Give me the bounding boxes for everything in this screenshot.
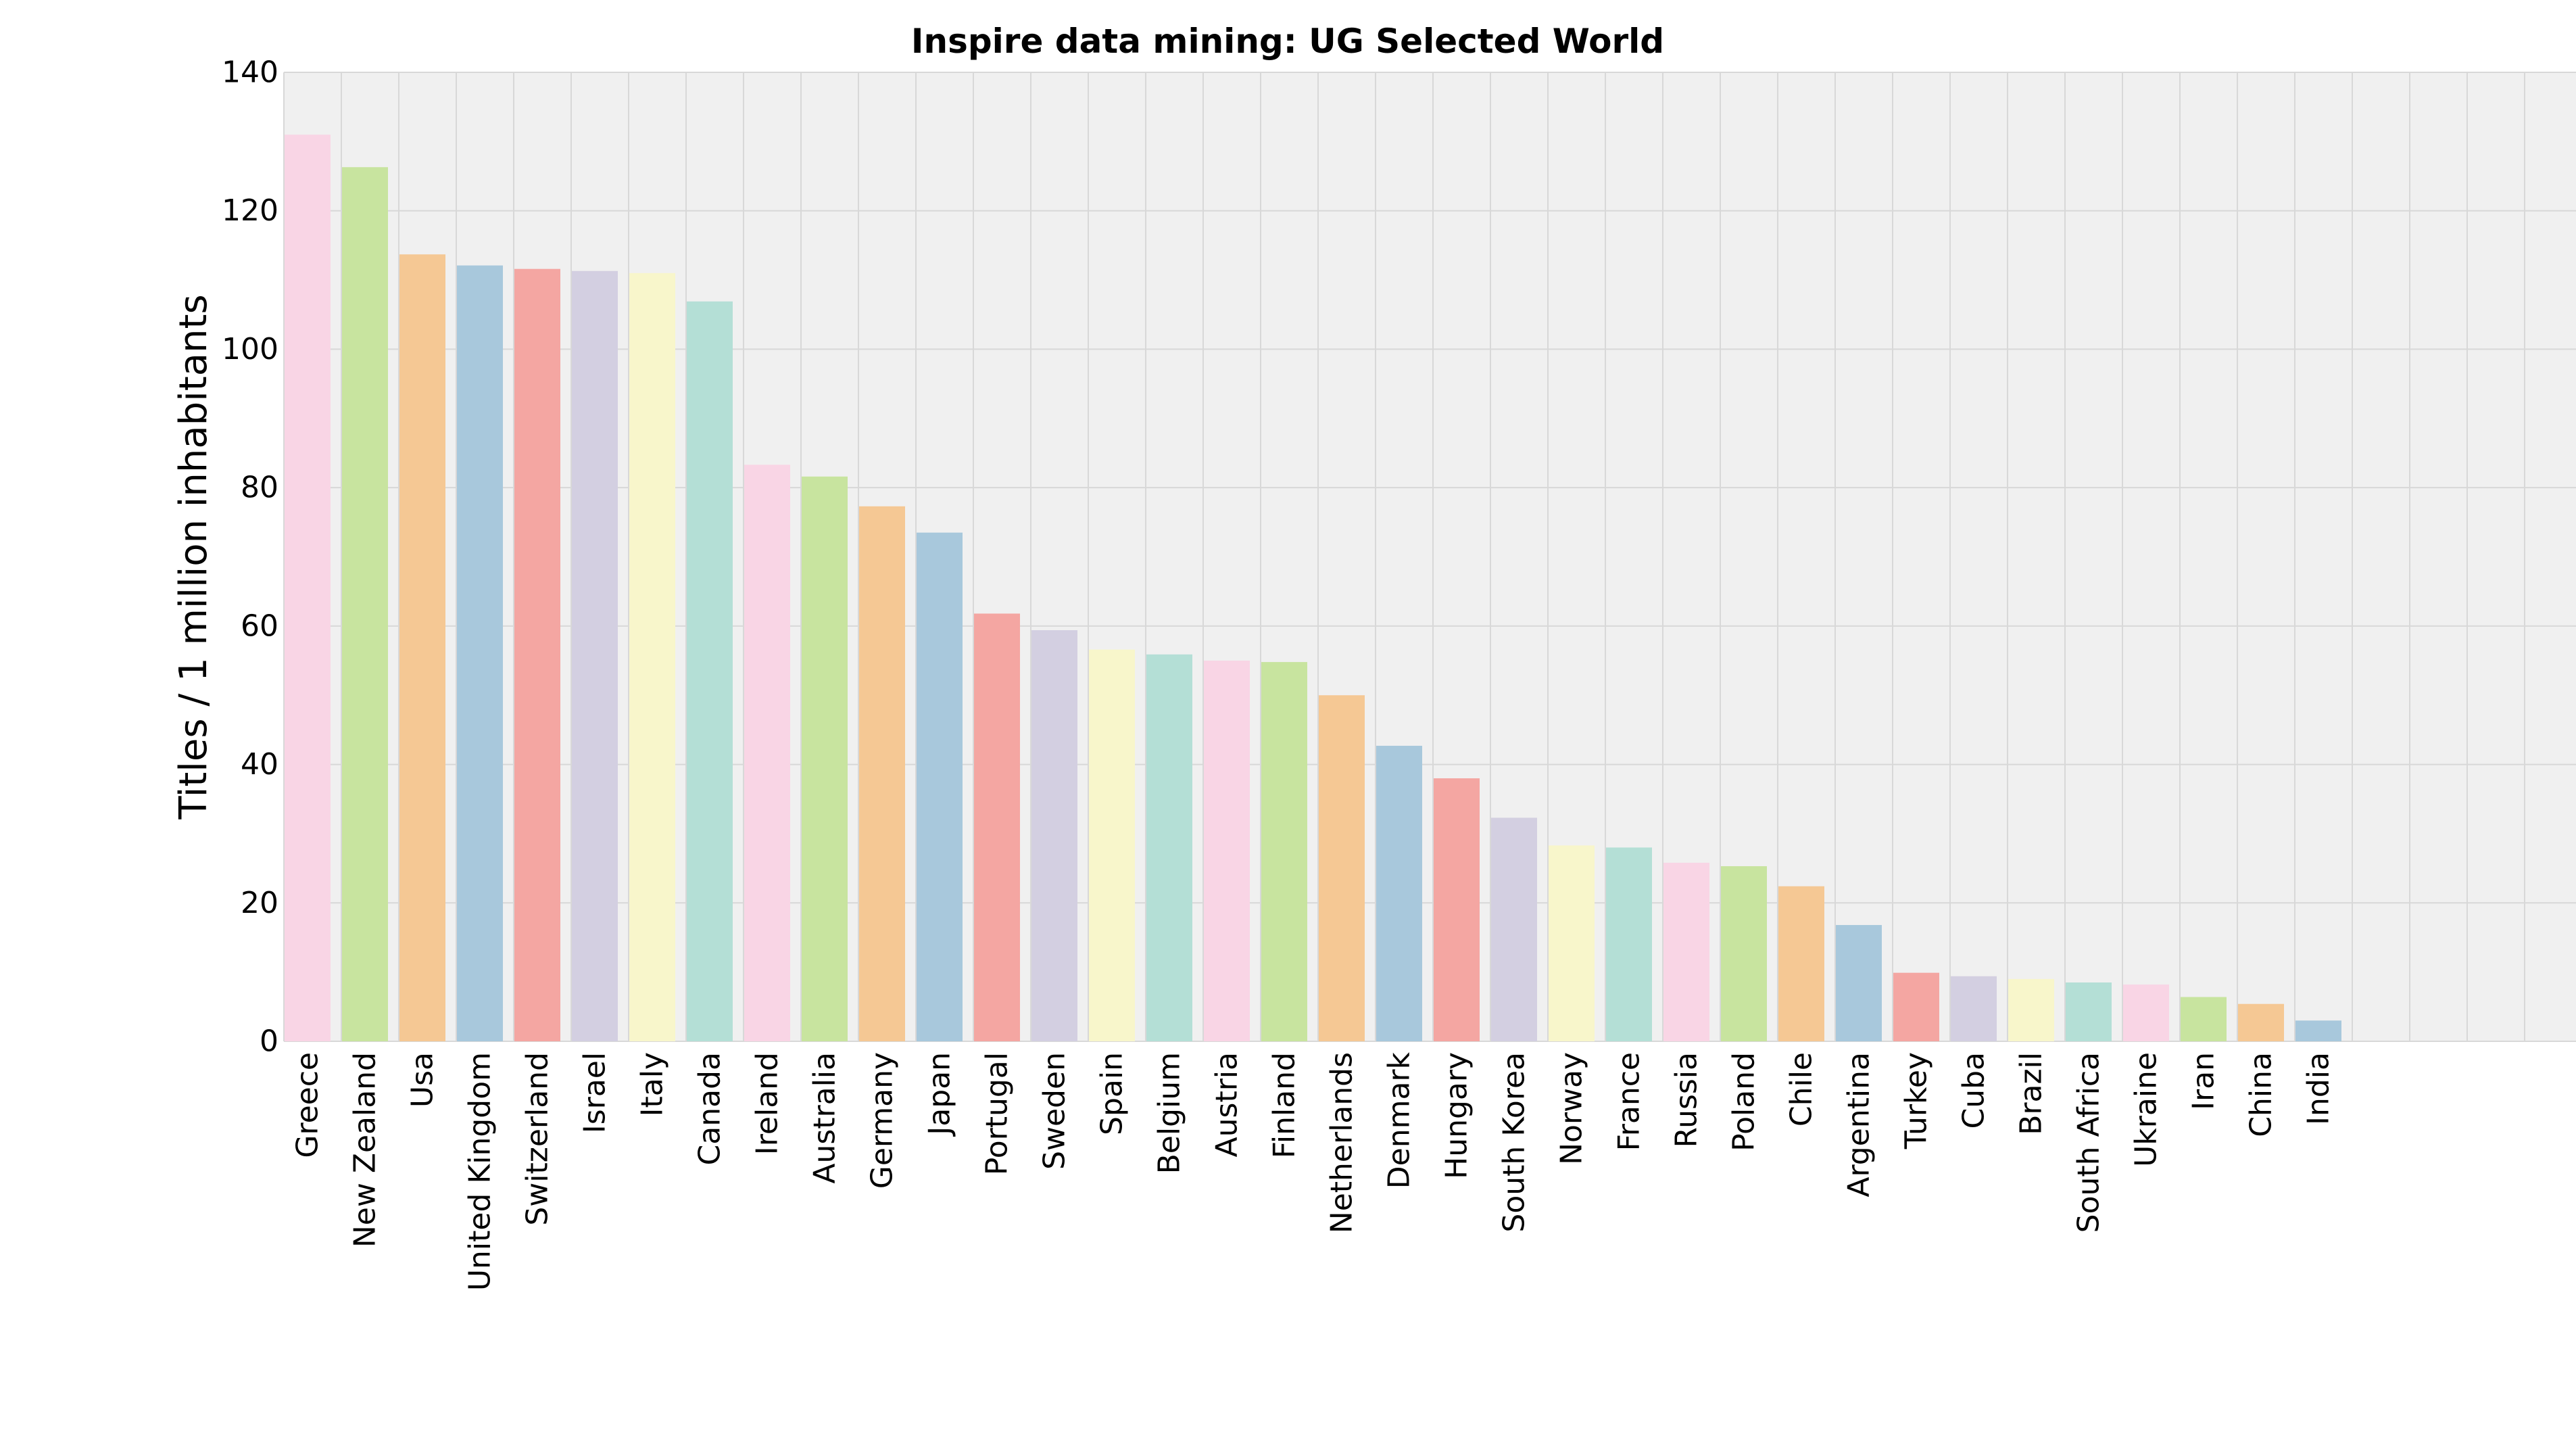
bar-ireland [744,465,790,1041]
y-tick-label: 60 [241,609,278,643]
x-tick-label: Austria [1210,1052,1244,1157]
bar-belgium [1146,654,1192,1041]
bars [285,135,2341,1042]
bar-ukraine [2123,985,2169,1041]
x-tick-label: Portugal [980,1052,1015,1175]
x-tick-labels: Greece New Zealand Usa United Kingdom Switze… [291,1051,2336,1291]
bar-australia [802,476,848,1041]
x-tick-label: South Korea [1497,1052,1532,1233]
x-tick-label: Ireland [750,1052,785,1155]
bar-netherlands [1319,695,1365,1041]
y-tick-label: 120 [222,193,278,228]
bar-south-africa [2066,982,2112,1041]
x-tick-label: Belgium [1152,1052,1187,1174]
bar-hungary [1434,778,1480,1041]
bar-turkey [1893,972,1939,1041]
y-tick-label: 0 [260,1024,278,1059]
plot-background [284,72,2576,1041]
x-tick-label: Brazil [2014,1052,2049,1135]
x-tick-label: South Africa [2072,1052,2106,1233]
bar-canada [687,301,733,1042]
x-tick-label: Poland [1727,1052,1761,1152]
bar-austria [1204,661,1250,1041]
x-tick-label: Spain [1095,1052,1129,1135]
bar-russia [1663,862,1709,1041]
bar-new-zealand [342,167,388,1042]
x-tick-label: Finland [1267,1052,1302,1158]
x-tick-label: Ukraine [2129,1052,2164,1167]
bar-japan [917,532,963,1041]
x-tick-label: Israel [578,1052,612,1133]
bar-spain [1089,649,1135,1041]
x-tick-label: China [2244,1052,2279,1137]
bar-italy [629,272,675,1042]
chart-title: Inspire data mining: UG Selected World [911,22,1664,61]
x-tick-label: Sweden [1038,1052,1072,1170]
x-tick-label: Switzerland [520,1052,555,1226]
bar-united-kingdom [457,265,503,1041]
bar-greece [285,135,331,1041]
bar-argentina [1836,925,1882,1041]
y-tick-label: 20 [241,886,278,920]
bar-chile [1778,886,1824,1041]
y-tick-labels: 0 20 40 60 80 100 120 140 [222,55,278,1059]
x-tick-label: Japan [923,1052,957,1137]
bar-poland [1721,866,1767,1041]
x-tick-label: Netherlands [1325,1052,1359,1233]
x-tick-label: France [1612,1052,1647,1151]
x-tick-label: Hungary [1440,1052,1474,1179]
x-tick-label: India [2302,1052,2336,1125]
y-tick-label: 100 [222,332,278,366]
x-tick-label: Greece [291,1052,325,1158]
x-tick-label: Chile [1784,1052,1819,1126]
bar-china [2238,1003,2284,1041]
bar-sweden [1031,630,1077,1041]
bar-india [2295,1020,2341,1041]
x-tick-label: Turkey [1899,1052,1934,1149]
x-tick-label: Germany [865,1052,900,1189]
x-tick-label: Cuba [1957,1052,1991,1129]
x-tick-label: Italy [635,1052,670,1116]
bar-portugal [974,613,1020,1041]
bar-usa [399,254,445,1042]
bar-cuba [1951,976,1997,1041]
y-tick-label: 40 [241,747,278,782]
x-tick-label: Norway [1555,1052,1589,1165]
bar-iran [2181,997,2227,1041]
bar-israel [572,270,618,1041]
x-tick-label: Denmark [1382,1051,1417,1189]
y-tick-label: 80 [241,471,278,505]
bar-denmark [1376,745,1422,1041]
y-axis-label: Titles / 1 million inhabitants [172,294,216,820]
bar-france [1606,847,1652,1041]
x-tick-label: United Kingdom [463,1052,497,1291]
bar-finland [1261,662,1307,1041]
x-tick-label: Canada [693,1052,727,1165]
x-tick-label: Russia [1670,1052,1704,1148]
y-tick-label: 140 [222,55,278,90]
bar-brazil [2008,978,2054,1041]
x-tick-label: Usa [406,1052,440,1108]
x-tick-label: Argentina [1842,1052,1876,1197]
x-tick-label: Australia [808,1052,842,1184]
bar-germany [859,506,905,1041]
bar-norway [1549,845,1595,1041]
bar-south-korea [1491,817,1537,1041]
bar-switzerland [514,268,560,1041]
x-tick-label: New Zealand [348,1052,383,1248]
x-tick-label: Iran [2187,1052,2221,1110]
